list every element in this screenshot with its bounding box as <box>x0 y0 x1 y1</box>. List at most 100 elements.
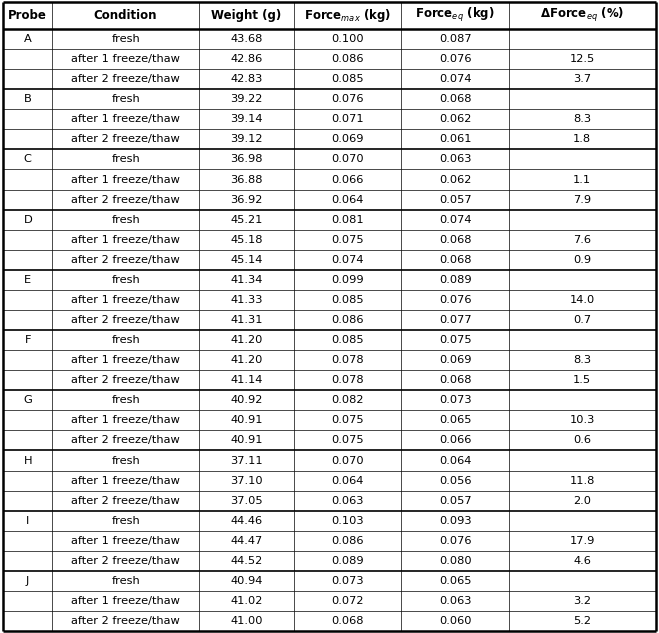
Text: after 2 freeze/thaw: after 2 freeze/thaw <box>71 616 180 626</box>
Text: 0.076: 0.076 <box>439 54 471 64</box>
Text: I: I <box>26 516 30 526</box>
Text: 0.086: 0.086 <box>331 315 364 325</box>
Text: 0.069: 0.069 <box>331 134 364 144</box>
Text: 0.075: 0.075 <box>331 235 364 245</box>
Text: 0.068: 0.068 <box>439 94 471 104</box>
Text: 0.068: 0.068 <box>439 235 471 245</box>
Text: 2.0: 2.0 <box>573 496 591 506</box>
Text: 7.6: 7.6 <box>573 235 591 245</box>
Text: 42.83: 42.83 <box>230 74 262 84</box>
Text: 10.3: 10.3 <box>569 415 595 425</box>
Text: 0.9: 0.9 <box>573 255 591 265</box>
Text: 0.086: 0.086 <box>331 536 364 546</box>
Text: 0.070: 0.070 <box>331 154 364 165</box>
Text: F: F <box>24 335 31 345</box>
Text: after 1 freeze/thaw: after 1 freeze/thaw <box>71 355 180 365</box>
Text: 0.056: 0.056 <box>439 475 471 486</box>
Text: 0.063: 0.063 <box>439 154 471 165</box>
Text: 36.88: 36.88 <box>230 175 262 185</box>
Text: 0.065: 0.065 <box>439 415 471 425</box>
Text: 0.081: 0.081 <box>331 215 364 225</box>
Text: 0.6: 0.6 <box>573 436 591 446</box>
Text: 0.085: 0.085 <box>331 335 364 345</box>
Text: after 1 freeze/thaw: after 1 freeze/thaw <box>71 295 180 305</box>
Text: after 1 freeze/thaw: after 1 freeze/thaw <box>71 235 180 245</box>
Text: 0.062: 0.062 <box>439 175 471 185</box>
Text: 40.92: 40.92 <box>230 395 262 405</box>
Text: 0.100: 0.100 <box>331 34 364 44</box>
Text: after 2 freeze/thaw: after 2 freeze/thaw <box>71 436 180 446</box>
Text: Weight (g): Weight (g) <box>211 9 281 22</box>
Text: after 1 freeze/thaw: after 1 freeze/thaw <box>71 596 180 606</box>
Text: 0.064: 0.064 <box>439 456 471 465</box>
Text: 0.073: 0.073 <box>439 395 471 405</box>
Text: 8.3: 8.3 <box>573 355 591 365</box>
Text: 0.063: 0.063 <box>331 496 364 506</box>
Text: 0.063: 0.063 <box>439 596 471 606</box>
Text: 41.31: 41.31 <box>230 315 262 325</box>
Text: J: J <box>26 576 30 586</box>
Text: 37.10: 37.10 <box>230 475 263 486</box>
Text: 41.34: 41.34 <box>230 275 262 285</box>
Text: 0.074: 0.074 <box>331 255 364 265</box>
Text: 17.9: 17.9 <box>569 536 595 546</box>
Text: 41.20: 41.20 <box>230 335 262 345</box>
Text: 0.062: 0.062 <box>439 115 471 124</box>
Text: 36.92: 36.92 <box>230 194 262 204</box>
Text: 44.46: 44.46 <box>230 516 262 526</box>
Text: 8.3: 8.3 <box>573 115 591 124</box>
Text: 0.071: 0.071 <box>331 115 364 124</box>
Text: 42.86: 42.86 <box>230 54 262 64</box>
Text: 0.078: 0.078 <box>331 375 364 385</box>
Text: 0.069: 0.069 <box>439 355 471 365</box>
Text: fresh: fresh <box>111 456 140 465</box>
Text: fresh: fresh <box>111 34 140 44</box>
Text: after 2 freeze/thaw: after 2 freeze/thaw <box>71 496 180 506</box>
Text: 0.075: 0.075 <box>439 335 471 345</box>
Text: ΔForce$_{eq}$ (%): ΔForce$_{eq}$ (%) <box>540 6 625 25</box>
Text: 40.91: 40.91 <box>230 415 262 425</box>
Text: 45.21: 45.21 <box>230 215 262 225</box>
Text: after 1 freeze/thaw: after 1 freeze/thaw <box>71 54 180 64</box>
Text: 41.00: 41.00 <box>230 616 262 626</box>
Text: fresh: fresh <box>111 154 140 165</box>
Text: after 2 freeze/thaw: after 2 freeze/thaw <box>71 255 180 265</box>
Text: after 1 freeze/thaw: after 1 freeze/thaw <box>71 115 180 124</box>
Text: 0.076: 0.076 <box>439 536 471 546</box>
Text: 0.080: 0.080 <box>439 556 471 566</box>
Text: 0.064: 0.064 <box>331 194 364 204</box>
Text: 0.057: 0.057 <box>439 194 471 204</box>
Text: 0.085: 0.085 <box>331 74 364 84</box>
Text: after 2 freeze/thaw: after 2 freeze/thaw <box>71 375 180 385</box>
Text: 0.089: 0.089 <box>331 556 364 566</box>
Text: 0.070: 0.070 <box>331 456 364 465</box>
Text: 0.099: 0.099 <box>331 275 364 285</box>
Text: 39.14: 39.14 <box>230 115 262 124</box>
Text: 41.14: 41.14 <box>230 375 262 385</box>
Text: 44.52: 44.52 <box>230 556 262 566</box>
Text: 0.066: 0.066 <box>331 175 364 185</box>
Text: 37.11: 37.11 <box>230 456 263 465</box>
Text: 0.068: 0.068 <box>331 616 364 626</box>
Text: 0.065: 0.065 <box>439 576 471 586</box>
Text: 0.074: 0.074 <box>439 215 471 225</box>
Text: after 1 freeze/thaw: after 1 freeze/thaw <box>71 415 180 425</box>
Text: E: E <box>24 275 32 285</box>
Text: 0.072: 0.072 <box>331 596 364 606</box>
Text: C: C <box>24 154 32 165</box>
Text: 44.47: 44.47 <box>230 536 262 546</box>
Text: 7.9: 7.9 <box>573 194 591 204</box>
Text: 0.057: 0.057 <box>439 496 471 506</box>
Text: 36.98: 36.98 <box>230 154 262 165</box>
Text: 1.5: 1.5 <box>573 375 591 385</box>
Text: 0.075: 0.075 <box>331 415 364 425</box>
Text: fresh: fresh <box>111 275 140 285</box>
Text: Force$_{max}$ (kg): Force$_{max}$ (kg) <box>304 7 391 24</box>
Text: 11.8: 11.8 <box>569 475 595 486</box>
Text: 41.20: 41.20 <box>230 355 262 365</box>
Text: A: A <box>24 34 32 44</box>
Text: 39.12: 39.12 <box>230 134 262 144</box>
Text: fresh: fresh <box>111 516 140 526</box>
Text: fresh: fresh <box>111 576 140 586</box>
Text: after 1 freeze/thaw: after 1 freeze/thaw <box>71 175 180 185</box>
